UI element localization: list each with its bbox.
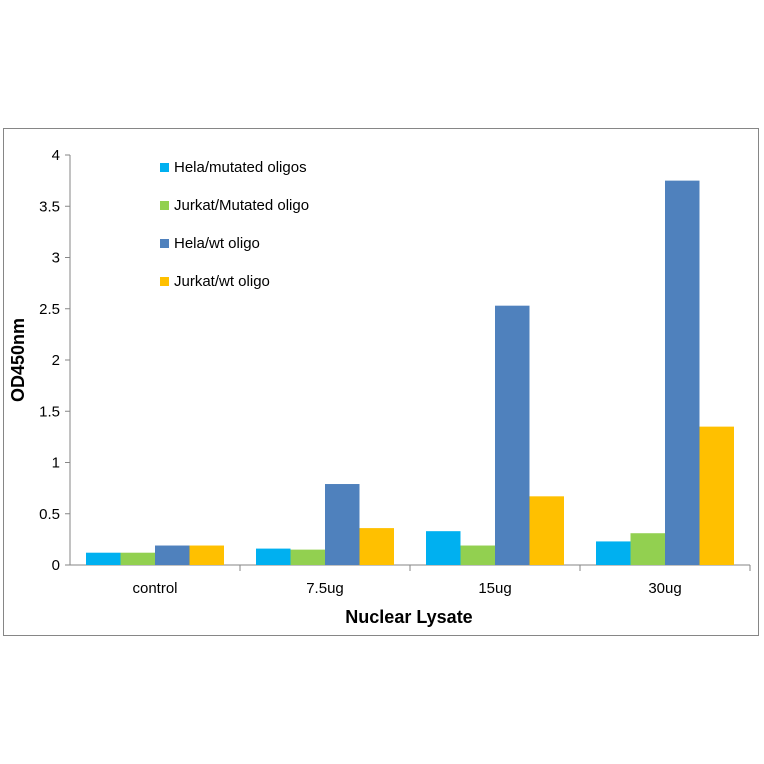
bar-7.5ug-0: [256, 548, 291, 565]
legend-label: Jurkat/Mutated oligo: [174, 197, 309, 214]
bar-7.5ug-2: [325, 484, 360, 565]
bar-30ug-0: [596, 541, 631, 565]
y-axis-label: OD450nm: [8, 318, 28, 402]
bar-30ug-2: [665, 180, 700, 565]
x-tick-label: 30ug: [648, 580, 681, 597]
legend-label: Hela/mutated oligos: [174, 159, 307, 176]
bar-30ug-1: [630, 533, 665, 565]
legend-swatch: [160, 163, 169, 172]
legend-swatch: [160, 239, 169, 248]
bar-control-3: [189, 545, 224, 565]
bar-15ug-2: [495, 305, 530, 565]
bar-15ug-3: [529, 496, 564, 565]
bar-control-0: [86, 552, 121, 565]
y-tick-label: 3: [52, 250, 60, 267]
legend-label: Hela/wt oligo: [174, 235, 260, 252]
bar-control-1: [120, 552, 155, 565]
y-tick-label: 0.5: [39, 506, 60, 523]
y-tick-label: 4: [52, 147, 60, 164]
x-tick-label: 15ug: [478, 580, 511, 597]
y-tick-label: 3.5: [39, 198, 60, 215]
chart-frame: [3, 128, 759, 636]
y-tick-label: 1.5: [39, 403, 60, 420]
y-tick-label: 2.5: [39, 301, 60, 318]
bar-15ug-0: [426, 531, 461, 565]
y-tick-label: 2: [52, 352, 60, 369]
x-tick-label: control: [132, 580, 177, 597]
legend-swatch: [160, 277, 169, 286]
x-tick-label: 7.5ug: [306, 580, 344, 597]
bar-7.5ug-1: [290, 549, 325, 565]
bar-15ug-1: [460, 545, 495, 565]
x-axis-label: Nuclear Lysate: [345, 607, 472, 627]
legend-label: Jurkat/wt oligo: [174, 273, 270, 290]
bar-control-2: [155, 545, 190, 565]
bar-30ug-3: [699, 426, 734, 565]
y-tick-label: 1: [52, 455, 60, 472]
bar-7.5ug-3: [359, 528, 394, 565]
legend-swatch: [160, 201, 169, 210]
y-tick-label: 0: [52, 557, 60, 574]
